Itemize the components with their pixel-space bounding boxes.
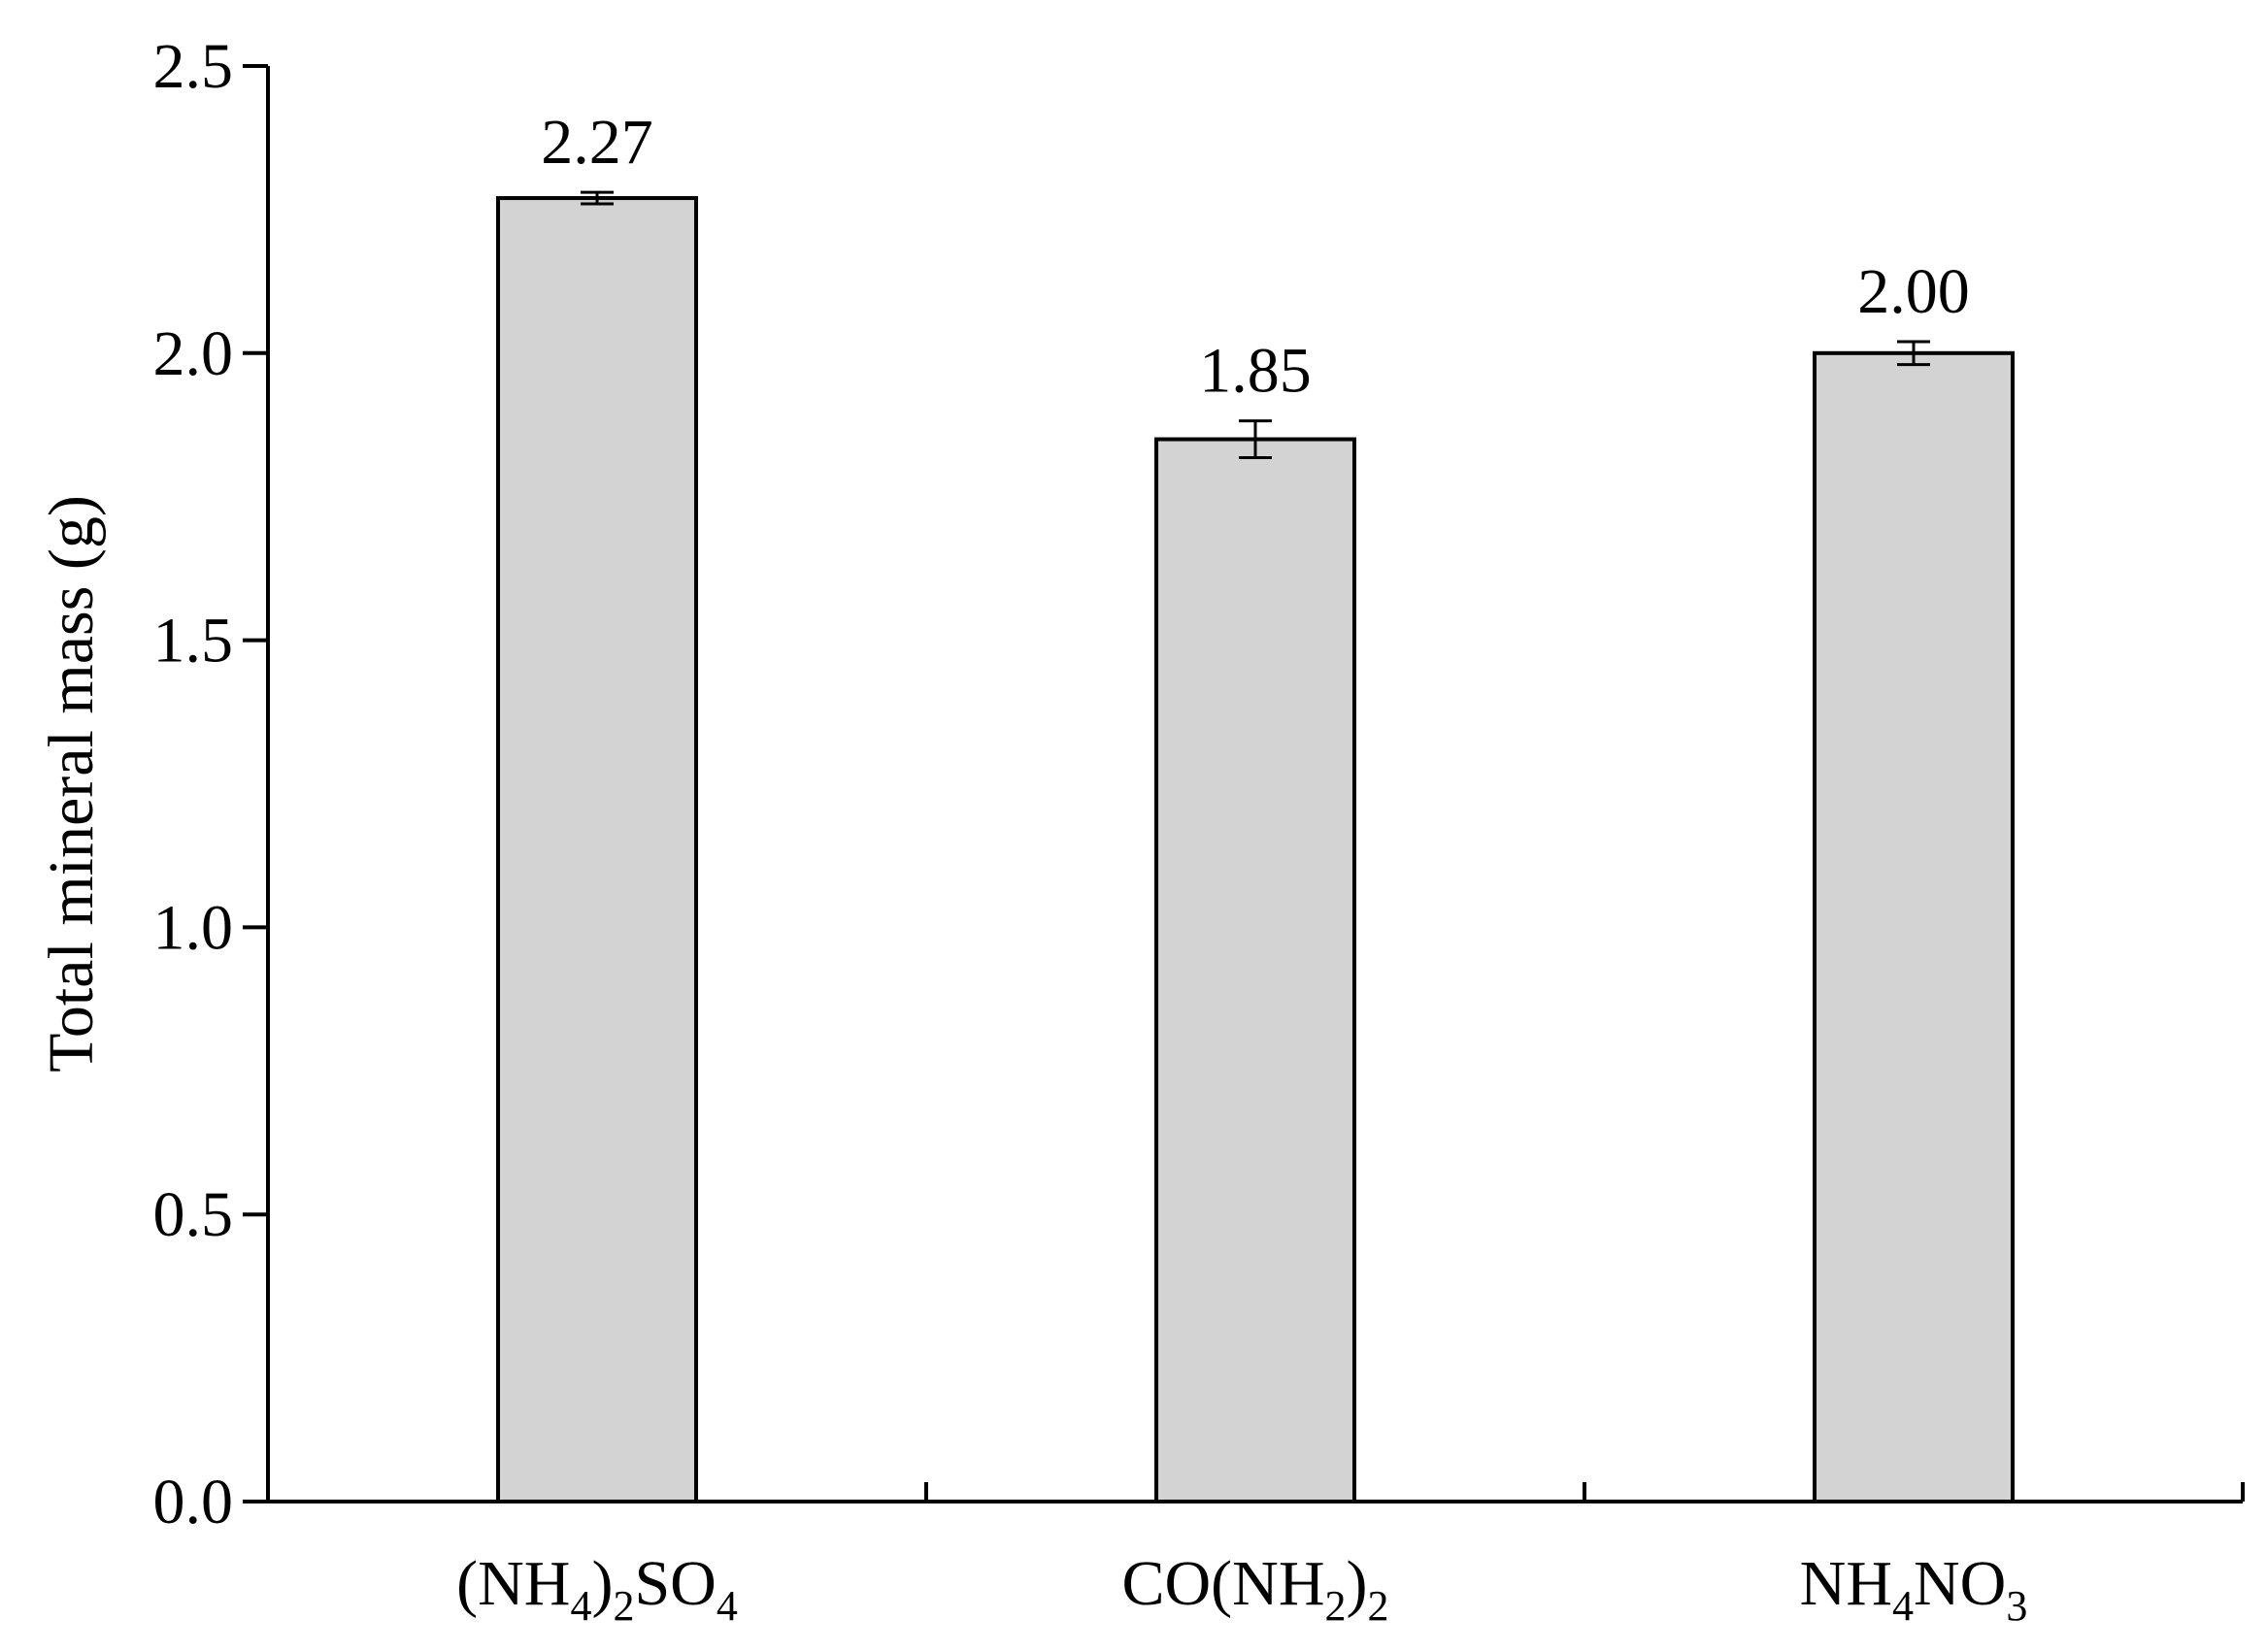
- data-label: 2.00: [1857, 256, 1970, 327]
- data-label: 2.27: [541, 107, 653, 178]
- y-tick-label: 1.0: [153, 892, 234, 963]
- axes: 0.0 0.5 1.0 1.5 2.0 2.5 Total mineral mass (g): [36, 31, 2245, 1537]
- y-tick-label: 0.0: [153, 1467, 234, 1537]
- x-tick-label: (NH4)2SO4: [456, 1548, 738, 1630]
- bar: [1154, 437, 1356, 1503]
- x-tick-label: NH4NO3: [1800, 1548, 2028, 1630]
- bar: [1813, 350, 2015, 1503]
- data-label: 1.85: [1199, 336, 1312, 407]
- y-tick-label: 2.0: [153, 318, 234, 389]
- y-axis-title: Total mineral mass (g): [36, 495, 107, 1073]
- y-tick-label: 1.5: [153, 606, 234, 677]
- bars: [496, 190, 2015, 1503]
- y-tick-label: 2.5: [153, 31, 234, 102]
- labels: 2.27 (NH4)2SO4 1.85 CO(NH2)2 2.00 NH4NO3: [456, 107, 2027, 1630]
- bar: [496, 196, 698, 1503]
- y-tick-label: 0.5: [153, 1179, 234, 1250]
- x-tick-label: CO(NH2)2: [1122, 1548, 1389, 1630]
